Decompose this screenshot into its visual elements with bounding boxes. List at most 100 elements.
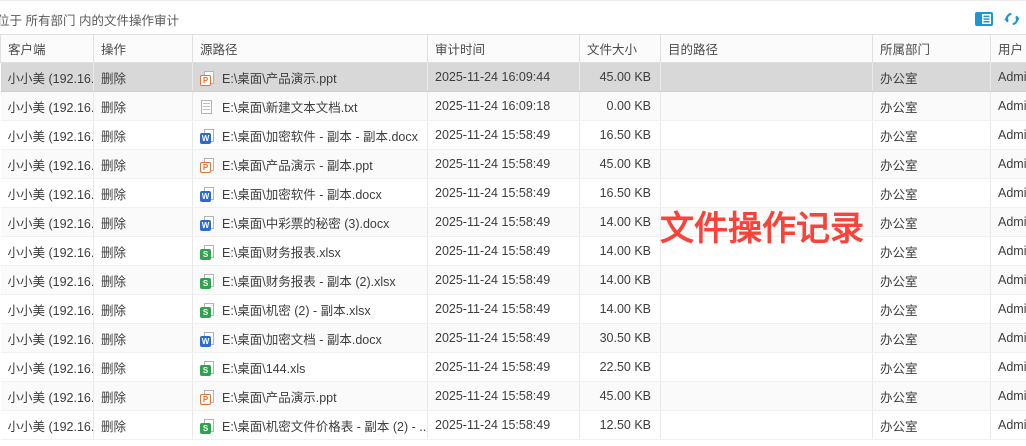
table-row[interactable]: 小小美 (192.16... 删除 P E:\桌面\产品演示.ppt 2025-11-2… <box>0 381 1026 411</box>
cell-source-path: S E:\桌面\机密文件价格表 - 副本 (2) - ... <box>192 410 428 440</box>
cell-dest-path <box>660 149 873 179</box>
cell-source-path: P E:\桌面\产品演示.ppt <box>192 381 428 411</box>
xlsx-file-icon: S <box>200 244 215 260</box>
cell-dest-path <box>660 410 873 440</box>
cell-operation: 删除 <box>93 236 193 266</box>
col-header-source[interactable]: 源路径 <box>192 34 428 63</box>
cell-operation: 删除 <box>93 178 193 208</box>
cell-department: 办公室 <box>872 323 991 353</box>
table-row[interactable]: 小小美 (192.16... 删除 S E:\桌面\144.xls 2025-11-24… <box>0 352 1026 382</box>
cell-user: Admi <box>990 294 1026 324</box>
cell-file-size: 22.50 KB <box>579 352 661 382</box>
refresh-icon[interactable] <box>1002 11 1022 27</box>
cell-source-path: S E:\桌面\财务报表.xlsx <box>192 236 428 266</box>
cell-department: 办公室 <box>872 120 991 150</box>
report-view-icon[interactable] <box>974 11 994 27</box>
cell-client: 小小美 (192.16... <box>0 149 94 179</box>
cell-operation: 删除 <box>93 120 193 150</box>
col-header-time[interactable]: 审计时间 <box>427 34 580 63</box>
cell-department: 办公室 <box>872 381 991 411</box>
cell-operation: 删除 <box>93 352 193 382</box>
cell-audit-time: 2025-11-24 16:09:18 <box>427 91 580 121</box>
xlsx-file-icon: S <box>200 418 215 434</box>
table-row[interactable]: 小小美 (192.16... 删除 P E:\桌面\产品演示.ppt 2025-11-2… <box>0 62 1026 92</box>
cell-operation: 删除 <box>93 91 193 121</box>
cell-client: 小小美 (192.16... <box>0 381 94 411</box>
cell-user: Admi <box>990 91 1026 121</box>
docx-file-icon: W <box>200 186 215 202</box>
cell-dest-path <box>660 381 873 411</box>
cell-client: 小小美 (192.16... <box>0 178 94 208</box>
xlsx-file-icon: S <box>200 360 215 376</box>
txt-file-icon <box>200 99 215 115</box>
table-row[interactable]: 小小美 (192.16... 删除 S E:\桌面\机密 (2) - 副本.xlsx 2… <box>0 294 1026 324</box>
cell-client: 小小美 (192.16... <box>0 294 94 324</box>
cell-user: Admi <box>990 265 1026 295</box>
cell-operation: 删除 <box>93 149 193 179</box>
cell-audit-time: 2025-11-24 15:58:49 <box>427 381 580 411</box>
table-row[interactable]: 小小美 (192.16... 删除 W E:\桌面\中彩票的秘密 (3).docx 20… <box>0 207 1026 237</box>
cell-dest-path <box>660 352 873 382</box>
audit-table: 客户端 操作 源路径 审计时间 文件大小 目的路径 所属部门 用户 小小美 (1… <box>0 34 1026 440</box>
table-row[interactable]: 小小美 (192.16... 删除 E:\桌面\新建文本文档.txt 2025-11-… <box>0 91 1026 121</box>
cell-file-size: 16.50 KB <box>579 178 661 208</box>
cell-source-path: S E:\桌面\财务报表 - 副本 (2).xlsx <box>192 265 428 295</box>
audit-table-body: 小小美 (192.16... 删除 P E:\桌面\产品演示.ppt 2025-11-2… <box>0 62 1026 440</box>
cell-audit-time: 2025-11-24 15:58:49 <box>427 149 580 179</box>
table-row[interactable]: 小小美 (192.16... 删除 P E:\桌面\产品演示 - 副本.ppt 2025… <box>0 149 1026 179</box>
cell-file-size: 14.00 KB <box>579 294 661 324</box>
cell-audit-time: 2025-11-24 15:58:49 <box>427 236 580 266</box>
cell-department: 办公室 <box>872 294 991 324</box>
cell-client: 小小美 (192.16... <box>0 410 94 440</box>
col-header-dept[interactable]: 所属部门 <box>872 34 991 63</box>
col-header-user[interactable]: 用户 <box>990 34 1026 63</box>
cell-source-path: P E:\桌面\产品演示.ppt <box>192 62 428 92</box>
cell-dest-path <box>660 323 873 353</box>
cell-user: Admi <box>990 323 1026 353</box>
table-row[interactable]: 小小美 (192.16... 删除 S E:\桌面\机密文件价格表 - 副本 (2) … <box>0 410 1026 440</box>
col-header-size[interactable]: 文件大小 <box>579 34 661 63</box>
col-header-operation[interactable]: 操作 <box>93 34 193 63</box>
cell-audit-time: 2025-11-24 15:58:49 <box>427 323 580 353</box>
cell-user: Admi <box>990 120 1026 150</box>
cell-client: 小小美 (192.16... <box>0 236 94 266</box>
cell-user: Admi <box>990 149 1026 179</box>
cell-dest-path <box>660 207 873 237</box>
table-row[interactable]: 小小美 (192.16... 删除 W E:\桌面\加密软件 - 副本 - 副本.do… <box>0 120 1026 150</box>
cell-user: Admi <box>990 352 1026 382</box>
col-header-client[interactable]: 客户端 <box>0 34 94 63</box>
cell-department: 办公室 <box>872 62 991 92</box>
cell-dest-path <box>660 120 873 150</box>
ppt-file-icon: P <box>200 157 215 173</box>
cell-audit-time: 2025-11-24 15:58:49 <box>427 410 580 440</box>
cell-source-path: W E:\桌面\中彩票的秘密 (3).docx <box>192 207 428 237</box>
cell-department: 办公室 <box>872 91 991 121</box>
cell-operation: 删除 <box>93 410 193 440</box>
cell-user: Admi <box>990 381 1026 411</box>
table-row[interactable]: 小小美 (192.16... 删除 W E:\桌面\加密文档 - 副本.docx 202… <box>0 323 1026 353</box>
cell-file-size: 45.00 KB <box>579 381 661 411</box>
cell-operation: 删除 <box>93 62 193 92</box>
cell-source-path: P E:\桌面\产品演示 - 副本.ppt <box>192 149 428 179</box>
cell-audit-time: 2025-11-24 16:09:44 <box>427 62 580 92</box>
cell-operation: 删除 <box>93 207 193 237</box>
cell-file-size: 14.00 KB <box>579 265 661 295</box>
table-row[interactable]: 小小美 (192.16... 删除 W E:\桌面\加密软件 - 副本.docx 202… <box>0 178 1026 208</box>
cell-operation: 删除 <box>93 381 193 411</box>
cell-file-size: 14.00 KB <box>579 207 661 237</box>
cell-dest-path <box>660 178 873 208</box>
xlsx-file-icon: S <box>200 273 215 289</box>
table-row[interactable]: 小小美 (192.16... 删除 S E:\桌面\财务报表 - 副本 (2).xls… <box>0 265 1026 295</box>
cell-user: Admi <box>990 410 1026 440</box>
ppt-file-icon: P <box>200 389 215 405</box>
table-row[interactable]: 小小美 (192.16... 删除 S E:\桌面\财务报表.xlsx 2025-11-… <box>0 236 1026 266</box>
cell-user: Admi <box>990 178 1026 208</box>
cell-audit-time: 2025-11-24 15:58:49 <box>427 178 580 208</box>
cell-user: Admi <box>990 62 1026 92</box>
cell-client: 小小美 (192.16... <box>0 120 94 150</box>
cell-file-size: 45.00 KB <box>579 62 661 92</box>
col-header-dest[interactable]: 目的路径 <box>660 34 873 63</box>
cell-source-path: W E:\桌面\加密文档 - 副本.docx <box>192 323 428 353</box>
cell-department: 办公室 <box>872 178 991 208</box>
